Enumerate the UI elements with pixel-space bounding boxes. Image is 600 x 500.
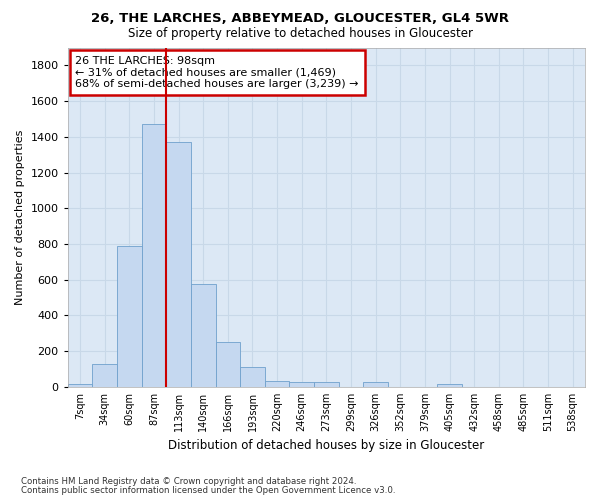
Bar — [191, 284, 215, 387]
Bar — [437, 384, 462, 387]
Text: Contains HM Land Registry data © Crown copyright and database right 2024.: Contains HM Land Registry data © Crown c… — [21, 477, 356, 486]
Y-axis label: Number of detached properties: Number of detached properties — [15, 130, 25, 305]
Text: 26, THE LARCHES, ABBEYMEAD, GLOUCESTER, GL4 5WR: 26, THE LARCHES, ABBEYMEAD, GLOUCESTER, … — [91, 12, 509, 26]
Text: Size of property relative to detached houses in Gloucester: Size of property relative to detached ho… — [128, 28, 473, 40]
Bar — [117, 246, 142, 387]
Bar — [215, 342, 240, 387]
Bar — [142, 124, 166, 387]
Text: Contains public sector information licensed under the Open Government Licence v3: Contains public sector information licen… — [21, 486, 395, 495]
Text: 26 THE LARCHES: 98sqm
← 31% of detached houses are smaller (1,469)
68% of semi-d: 26 THE LARCHES: 98sqm ← 31% of detached … — [76, 56, 359, 89]
Bar — [314, 382, 338, 387]
Bar — [240, 368, 265, 387]
Bar — [68, 384, 92, 387]
Bar — [364, 382, 388, 387]
Bar — [289, 382, 314, 387]
Bar — [166, 142, 191, 387]
Bar — [265, 380, 289, 387]
X-axis label: Distribution of detached houses by size in Gloucester: Distribution of detached houses by size … — [168, 440, 484, 452]
Bar — [92, 364, 117, 387]
